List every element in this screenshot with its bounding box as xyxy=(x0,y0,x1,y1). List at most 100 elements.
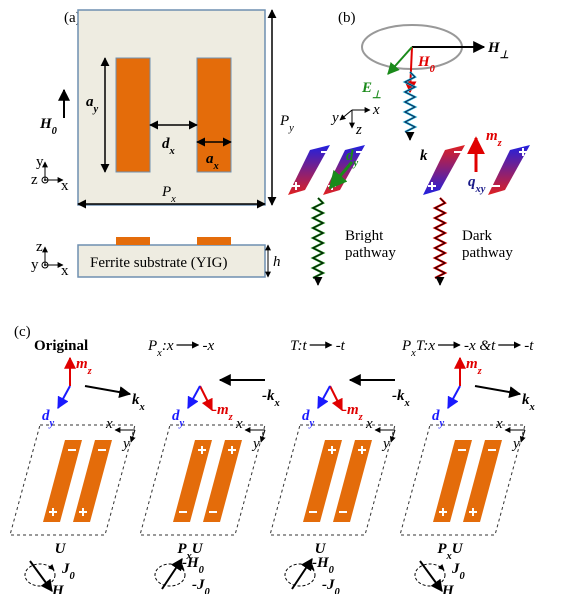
text-part: x xyxy=(274,398,280,409)
text-part: P xyxy=(401,338,411,354)
arrow xyxy=(448,386,460,408)
text-part: y xyxy=(288,123,294,134)
text-part: z xyxy=(87,366,93,377)
label: -kx xyxy=(262,388,280,409)
text-part: m xyxy=(486,128,498,144)
label: PxU xyxy=(437,541,463,562)
text-part: z xyxy=(31,172,38,188)
text-part: pathway xyxy=(345,245,396,261)
text-part: y xyxy=(330,110,339,126)
text-part: -J xyxy=(322,577,335,593)
text-part: z xyxy=(228,412,234,423)
label: -H0 xyxy=(182,555,205,576)
label: qxy xyxy=(468,174,486,195)
arrow xyxy=(318,386,330,408)
label: y xyxy=(330,110,339,126)
text-part: xy xyxy=(475,184,486,195)
text-part: y xyxy=(381,436,390,452)
label: x xyxy=(105,416,113,432)
transform-title: Original xyxy=(34,338,88,354)
label: y xyxy=(31,257,39,273)
text-part: x xyxy=(404,398,410,409)
resonator xyxy=(197,58,231,172)
arrow xyxy=(475,386,520,394)
resonator xyxy=(73,440,112,522)
label: -kx xyxy=(392,388,410,409)
text-part: 0 xyxy=(199,565,205,576)
arrow xyxy=(292,559,312,589)
label: h xyxy=(273,254,281,270)
label: pathway xyxy=(462,245,513,261)
panel-label: (c) xyxy=(14,324,31,340)
text-part: z xyxy=(477,366,483,377)
text-part: -J xyxy=(192,577,205,593)
resonator xyxy=(463,440,502,522)
text-part: z xyxy=(36,239,43,255)
text-part: m xyxy=(76,356,88,372)
arrow xyxy=(420,561,442,591)
label: x xyxy=(495,416,503,432)
resonator xyxy=(43,440,82,522)
text-part: T:x xyxy=(416,338,436,354)
panel-label: (b) xyxy=(338,10,356,26)
resonator xyxy=(333,440,372,522)
text-part: m xyxy=(466,356,478,372)
loop xyxy=(285,564,315,586)
text-part: (b) xyxy=(338,10,356,26)
label: x xyxy=(61,178,69,194)
text-part: E xyxy=(361,80,372,96)
transform-title: T:t xyxy=(290,338,308,354)
text-part: -k xyxy=(262,388,275,404)
arrow xyxy=(440,566,444,570)
label: Bright xyxy=(345,228,384,244)
transform-title: Px:x xyxy=(147,338,174,359)
label: x xyxy=(61,263,69,279)
text-part: -x &t xyxy=(464,338,496,354)
text-part: 0 xyxy=(205,587,211,594)
label: x xyxy=(235,416,243,432)
transform-title: -t xyxy=(336,338,346,354)
text-part: -x xyxy=(203,338,215,354)
wave xyxy=(435,198,445,278)
label: z xyxy=(31,172,38,188)
label: z xyxy=(355,122,362,138)
text-part: h xyxy=(273,254,281,270)
text-part: x xyxy=(365,416,373,432)
text-part: y xyxy=(36,154,44,170)
text-part: y xyxy=(48,418,55,429)
label: y xyxy=(121,436,130,452)
resonator-side xyxy=(116,237,150,245)
label: -H0 xyxy=(312,555,335,576)
text-part: x xyxy=(529,402,535,413)
text-part: Original xyxy=(34,338,88,354)
text-part: -m xyxy=(212,402,229,418)
resonator-side xyxy=(197,237,231,245)
transform-title: -x xyxy=(203,338,215,354)
transform-title: PxT:x xyxy=(401,338,435,359)
resonator xyxy=(203,440,242,522)
label: mz xyxy=(486,128,503,149)
text-part: U xyxy=(55,541,67,557)
label: J0 xyxy=(451,561,466,582)
text-part: Ferrite substrate (YIG) xyxy=(90,255,227,271)
text-part: x xyxy=(213,161,219,172)
label: y xyxy=(381,436,390,452)
text-part: -t xyxy=(524,338,534,354)
text-part: 0 xyxy=(460,571,466,582)
text-part: z xyxy=(497,138,503,149)
label: E⊥ xyxy=(361,80,381,101)
label: U xyxy=(55,541,67,557)
arrow xyxy=(58,386,70,408)
axis-dot xyxy=(44,264,46,266)
figure: (a)aydxaxPyPxH0yzxFerrite substrate (YIG… xyxy=(0,0,581,594)
arrow xyxy=(30,561,52,591)
text-part: T:t xyxy=(290,338,308,354)
transform-title: -t xyxy=(524,338,534,354)
label: Py xyxy=(279,113,294,134)
text-part: :x xyxy=(162,338,174,354)
text-part: 0 xyxy=(329,565,335,576)
text-part: (c) xyxy=(14,324,31,340)
text-part: x xyxy=(169,146,175,157)
text-part: z xyxy=(358,412,364,423)
text-part: y xyxy=(31,257,39,273)
